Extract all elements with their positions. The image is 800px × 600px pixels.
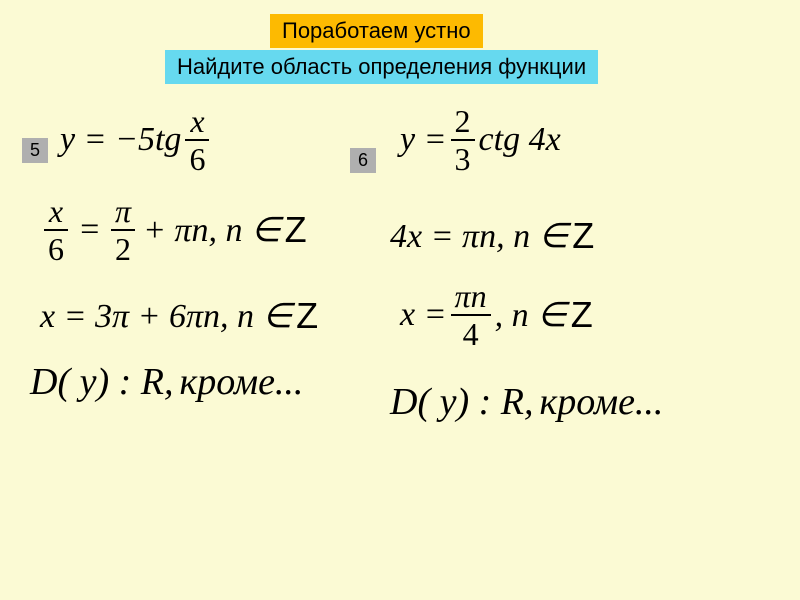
p5-step1: x 6 = π 2 + πn, n ∈ Z	[40, 195, 307, 265]
p5-eq1-num: x	[186, 105, 208, 137]
p6-s2-den: 4	[459, 318, 483, 350]
p6-domain-b: кроме...	[539, 380, 663, 424]
p6-s2-z: Z	[571, 294, 593, 336]
p5-domain-b: кроме...	[179, 360, 303, 404]
p5-domain: D( y) : R, кроме...	[30, 360, 303, 404]
p5-step2: x = 3π + 6πn, n ∈ Z	[40, 295, 318, 337]
p6-eq1-num: 2	[451, 105, 475, 137]
p5-s1-z: Z	[285, 209, 307, 251]
p5-equation: y = −5tg x 6	[60, 105, 213, 175]
p6-eq1-den: 3	[451, 143, 475, 175]
p5-s1-tail: + πn, n ∈	[143, 210, 281, 250]
p5-s1-db: 2	[111, 233, 135, 265]
p6-s1-z: Z	[572, 215, 594, 257]
p5-s1-na: x	[45, 195, 67, 227]
badge-6: 6	[350, 148, 376, 173]
p5-eq1-pre: y = −5tg	[60, 121, 181, 159]
p6-domain-a: D( y) : R,	[390, 380, 533, 424]
p6-s2-num: πn	[451, 280, 491, 312]
p5-eq1-den: 6	[185, 143, 209, 175]
p5-step1-frac-a: x 6	[44, 195, 68, 265]
p6-step1: 4x = πn, n ∈ Z	[390, 215, 594, 257]
p5-eq1-frac: x 6	[185, 105, 209, 175]
p5-s1-nb: π	[111, 195, 135, 227]
p5-s2-text: x = 3π + 6πn, n ∈	[40, 296, 292, 336]
p5-step1-frac-b: π 2	[111, 195, 135, 265]
p5-s1-eq: =	[78, 211, 101, 249]
p6-s1-text: 4x = πn, n ∈	[390, 216, 568, 256]
title-task: Найдите область определения функции	[165, 50, 598, 84]
p6-eq1-frac: 2 3	[451, 105, 475, 175]
p6-step2: x = πn 4 , n ∈ Z	[400, 280, 593, 350]
p6-s2-post: , n ∈	[495, 295, 567, 335]
p6-eq1-pre: y =	[400, 121, 447, 159]
p6-domain: D( y) : R, кроме...	[390, 380, 663, 424]
badge-5: 5	[22, 138, 48, 163]
p6-equation: y = 2 3 ctg 4x	[400, 105, 561, 175]
p6-s2-frac: πn 4	[451, 280, 491, 350]
p5-s1-da: 6	[44, 233, 68, 265]
p6-s2-pre: x =	[400, 296, 447, 334]
p5-domain-a: D( y) : R,	[30, 360, 173, 404]
title-oral: Поработаем устно	[270, 14, 483, 48]
p5-s2-z: Z	[296, 295, 318, 337]
p6-eq1-post: ctg 4x	[479, 121, 561, 159]
